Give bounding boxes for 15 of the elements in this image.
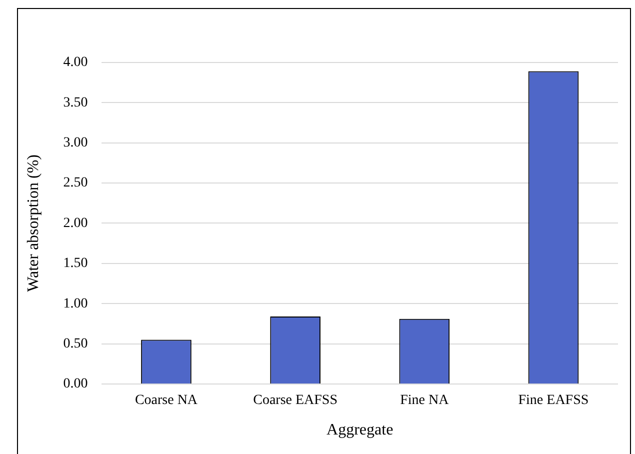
y-tick-label: 3.50 — [63, 95, 88, 110]
y-tick-label: 0.50 — [63, 336, 88, 352]
x-tick-label: Coarse EAFSS — [253, 393, 338, 408]
y-axis-title: Water absorption (%) — [24, 154, 42, 292]
x-tick-label: Fine NA — [400, 393, 450, 408]
y-tick-label: 1.50 — [63, 256, 88, 272]
x-tick-label: Fine EAFSS — [518, 393, 589, 408]
y-tick-label: 2.00 — [63, 216, 88, 231]
x-tick-label: Coarse NA — [134, 393, 198, 408]
y-tick-label: 1.00 — [63, 296, 88, 312]
y-tick-label: 3.00 — [63, 135, 88, 150]
y-tick-label: 0.00 — [63, 376, 88, 392]
y-tick-label: 4.00 — [63, 55, 88, 70]
x-axis-title: Aggregate — [326, 422, 394, 439]
y-tick-label: 2.50 — [63, 176, 88, 191]
